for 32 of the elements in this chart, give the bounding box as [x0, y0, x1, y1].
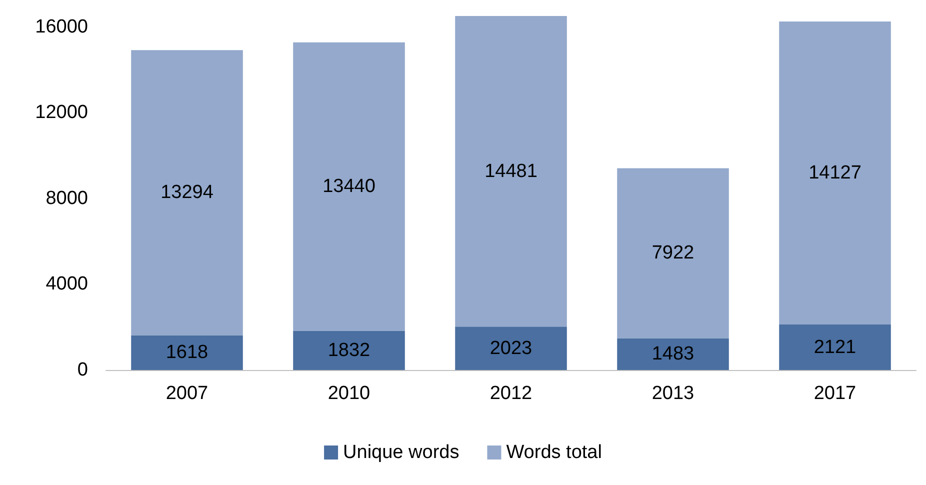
x-tick-label: 2012	[490, 383, 532, 404]
bar	[293, 330, 405, 370]
data-label: 2023	[490, 338, 532, 359]
x-tick-label: 2010	[328, 383, 370, 404]
bar	[617, 338, 729, 370]
data-label: 1618	[166, 342, 208, 364]
legend-label: Words total	[506, 442, 602, 463]
bar	[779, 324, 891, 370]
data-label: 1483	[652, 344, 694, 365]
data-label: 13440	[322, 176, 376, 198]
x-tick-label: 2007	[166, 383, 208, 404]
y-tick-label: 8000	[46, 188, 88, 209]
y-tick-label: 16000	[35, 16, 88, 38]
bar	[131, 50, 243, 336]
x-tick-label: 2013	[652, 383, 694, 404]
bar	[293, 42, 405, 331]
y-tick-label: 12000	[35, 102, 88, 124]
bar	[455, 16, 567, 327]
data-label: 2121	[814, 336, 856, 358]
y-tick-label: 0	[77, 360, 88, 380]
data-label: 14127	[808, 162, 862, 184]
data-label: 14481	[484, 160, 538, 182]
bar	[779, 21, 891, 325]
y-tick-label: 4000	[46, 274, 88, 295]
bar	[131, 335, 243, 370]
data-label: 13294	[160, 182, 214, 204]
legend-label: Unique words	[343, 442, 460, 463]
bar	[455, 326, 567, 370]
data-label: 1832	[328, 340, 370, 361]
bar	[617, 168, 729, 338]
data-label: 7922	[652, 242, 694, 264]
x-tick-label: 2017	[814, 383, 856, 404]
